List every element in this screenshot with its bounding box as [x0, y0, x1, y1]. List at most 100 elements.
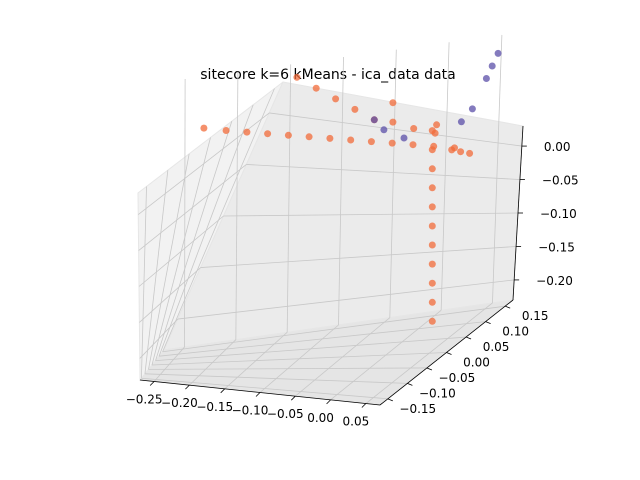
x-tick-mark: [326, 399, 331, 405]
scatter-point: [428, 260, 436, 268]
scatter-point: [431, 129, 439, 137]
scatter-point: [305, 133, 313, 141]
z-gridline-left: [139, 267, 201, 323]
x-tick-label: −0.20: [161, 396, 198, 410]
scatter-point: [200, 124, 208, 132]
scatter-point: [482, 75, 490, 82]
y-tick-label: 0.00: [463, 356, 490, 370]
x-tick-mark: [220, 388, 225, 394]
y-gridline-floor: [155, 336, 467, 361]
y-tick-mark: [387, 398, 393, 402]
scatter-point: [380, 126, 388, 134]
scatter-point: [347, 136, 355, 144]
y-tick-label: −0.15: [399, 402, 436, 416]
scatter-point: [400, 134, 408, 142]
chart-title: sitecore k=6 kMeans - ica_data data: [200, 67, 455, 83]
x-gridline-back: [338, 56, 344, 326]
z-gridline-back: [223, 212, 519, 217]
y-gridline-floor: [141, 377, 388, 400]
z-tick-label: 0.00: [544, 140, 571, 154]
scatter-point: [448, 146, 456, 154]
x-tick-label: 0.00: [307, 411, 334, 425]
scatter-point: [410, 125, 418, 132]
z-gridline-left: [138, 164, 247, 251]
x-tick-mark: [149, 381, 155, 386]
x-gridline-back: [389, 49, 397, 318]
scatter-point: [264, 130, 272, 138]
y-tick-label: −0.10: [419, 386, 456, 400]
x-tick-labels: −0.25−0.20−0.15−0.10−0.05 0.00 0.05: [126, 392, 370, 428]
scatter-point: [409, 141, 417, 149]
scatter-point: [428, 279, 436, 287]
z-gridline-back: [246, 164, 520, 180]
x-gridline-back: [492, 34, 503, 303]
y-tick-mark: [505, 305, 511, 309]
y-tick-labels: −0.15 −0.10−0.050.00 0.050.10 0.15: [399, 309, 548, 416]
scatter-point: [389, 118, 397, 126]
x-tick-label: −0.15: [196, 400, 233, 414]
scatter-point: [468, 105, 476, 113]
x-tick-mark: [255, 392, 261, 397]
x-tick-label: −0.10: [232, 404, 269, 418]
scatter-point: [428, 184, 436, 192]
y-tick-label: 0.15: [522, 309, 549, 323]
z-tick-label: −0.05: [542, 174, 579, 188]
scatter-point: [494, 49, 502, 57]
scatter-point: [243, 128, 251, 136]
scatter-point: [433, 121, 441, 129]
y-gridline-floor: [148, 367, 427, 370]
y-tick-mark: [426, 367, 433, 371]
z-tick-label: −0.20: [536, 274, 573, 288]
scatter-points: [200, 49, 502, 325]
z-gridline-left: [138, 215, 224, 287]
axes-3d: −0.25−0.20−0.15−0.10−0.05 0.00 0.05 −0.15−…: [126, 34, 579, 429]
scatter-point: [222, 127, 230, 134]
scatter-point: [389, 99, 397, 107]
scatter-point: [428, 222, 436, 230]
scatter-point: [457, 148, 465, 156]
x-tick-label: −0.05: [267, 407, 304, 421]
scatter-point: [457, 118, 465, 126]
z-gridline-back: [200, 246, 517, 268]
scatter-point: [326, 134, 334, 142]
z-gridline-back: [177, 279, 515, 320]
y-tick-mark: [446, 352, 452, 355]
scatter-point: [428, 146, 436, 154]
scatter-point: [332, 95, 340, 103]
x-tick-label: 0.05: [343, 415, 370, 429]
x-gridline-back: [235, 71, 239, 340]
y-tick-mark: [407, 383, 413, 386]
scatter-point: [428, 298, 436, 306]
x-gridline-back: [440, 42, 450, 311]
x-tick-mark: [291, 395, 296, 401]
scatter-point: [488, 62, 496, 70]
z-tick-label: −0.10: [540, 207, 577, 221]
scatter-point: [370, 116, 378, 124]
y-gridline-floor: [162, 305, 506, 353]
scatter-point: [312, 84, 320, 92]
tick-marks: [149, 145, 527, 408]
y-tick-label: −0.05: [439, 371, 476, 385]
x-gridline-back: [286, 64, 292, 333]
z-tick-label: −0.15: [538, 240, 575, 254]
x-gridline-back: [184, 79, 186, 348]
scatter-point: [284, 131, 292, 139]
grid-lines: [137, 34, 522, 404]
y-gridline-floor: [151, 352, 447, 366]
x-tick-label: −0.25: [126, 392, 163, 406]
y-tick-mark: [485, 321, 491, 324]
z-tick-labels: 0.00 −0.05 −0.10 −0.15 −0.20: [536, 140, 579, 288]
x-tick-mark: [185, 384, 190, 390]
x-tick-mark: [361, 403, 367, 408]
y-tick-label: 0.10: [502, 325, 529, 339]
scatter-point: [428, 317, 436, 325]
scatter-point: [428, 203, 436, 211]
scatter-point: [388, 139, 396, 147]
y-gridline-floor: [144, 373, 408, 384]
scatter-point: [428, 165, 436, 173]
scatter-point: [367, 138, 375, 146]
scatter-point: [428, 241, 436, 249]
z-gridline-left: [139, 318, 179, 359]
y-gridline-floor: [159, 321, 486, 357]
